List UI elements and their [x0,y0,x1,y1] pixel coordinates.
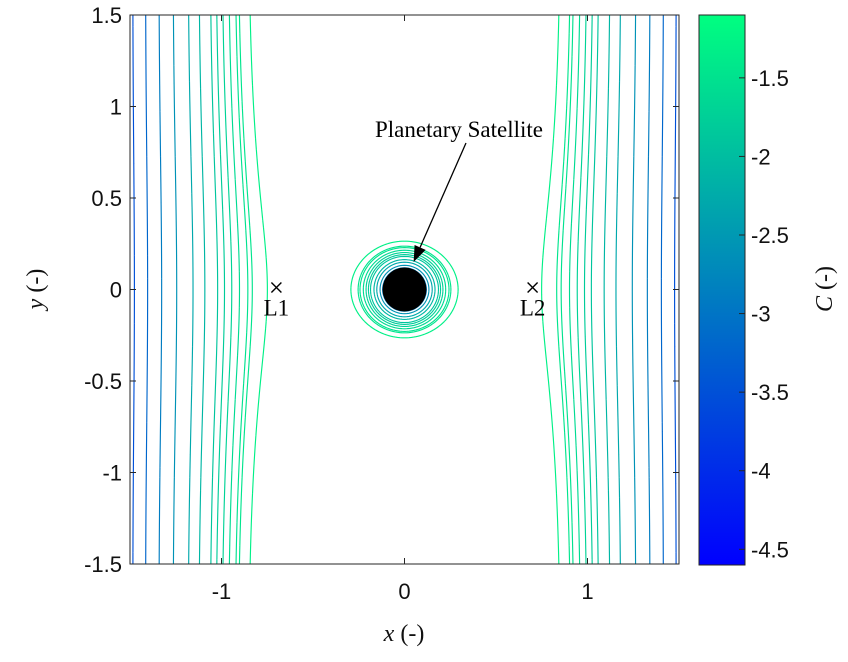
colorbar: -4.5 -4 -3.5 -3 -2.5 -2 -1.5 C (-) [698,14,838,566]
colorbar-symbol: C [812,295,838,312]
planetary-satellite-body [382,267,427,312]
colorbar-gradient [698,14,746,566]
y-axis-symbol: y [23,298,49,311]
y-tick-label: 1.5 [91,3,122,28]
colorbar-tick-label: -3 [751,302,771,327]
colorbar-title: C (-) [812,266,838,312]
x-axis-symbol: x [383,621,395,647]
annotation: Planetary Satellite [375,117,543,263]
colorbar-unit: (-) [812,266,838,290]
annotation-arrowhead [413,244,426,263]
point-marker [527,282,539,293]
colorbar-tick-label: -2.5 [751,223,789,248]
annotation-arrow [419,142,467,248]
y-tick-label: 0.5 [91,186,122,211]
contour-line-11 [228,15,581,564]
contour-line-10 [222,15,587,564]
colorbar-tick-label: -4.5 [751,537,789,562]
point-marker [270,282,282,293]
y-tick-label: -1.5 [84,552,122,577]
x-tick-label: 0 [398,579,410,604]
contour-line-12 [235,15,574,564]
annotation-text: Planetary Satellite [375,117,543,142]
contour-line-8 [210,15,599,564]
lagrange-points: L1 L2 [264,282,546,321]
y-tick-label: -1 [102,461,122,486]
y-tick-label: 0 [110,278,122,303]
x-tick-label: -1 [212,579,232,604]
y-axis-title: y (-) [23,269,49,312]
colorbar-tick-label: -2 [751,144,771,169]
point-l1: L1 [264,282,290,321]
point-label: L2 [520,296,546,321]
colorbar-tick-label: -4 [751,459,771,484]
y-tick-label: -0.5 [84,369,122,394]
x-tick-label: 1 [581,579,593,604]
point-l2: L2 [520,282,546,321]
colorbar-ticks: -4.5 -4 -3.5 -3 -2.5 -2 -1.5 [739,66,789,562]
axes: -1 0 1 -1.5 -1 -0.5 0 0.5 1 1.5 [84,3,679,604]
colorbar-tick-label: -3.5 [751,380,789,405]
contour-line-14 [249,15,560,564]
y-axis-unit: (-) [23,269,49,293]
contour-line-7 [198,15,611,564]
point-label: L1 [264,296,290,321]
satellite-disk [382,267,427,312]
x-axis-title: x (-) [383,621,425,647]
y-tick-label: 1 [110,95,122,120]
contour-line-13 [238,15,571,564]
contour-line-5 [172,15,637,564]
x-axis-unit: (-) [400,621,424,647]
contour-line-9 [216,15,593,564]
contour-line-6 [188,15,621,564]
colorbar-tick-label: -1.5 [751,66,789,91]
